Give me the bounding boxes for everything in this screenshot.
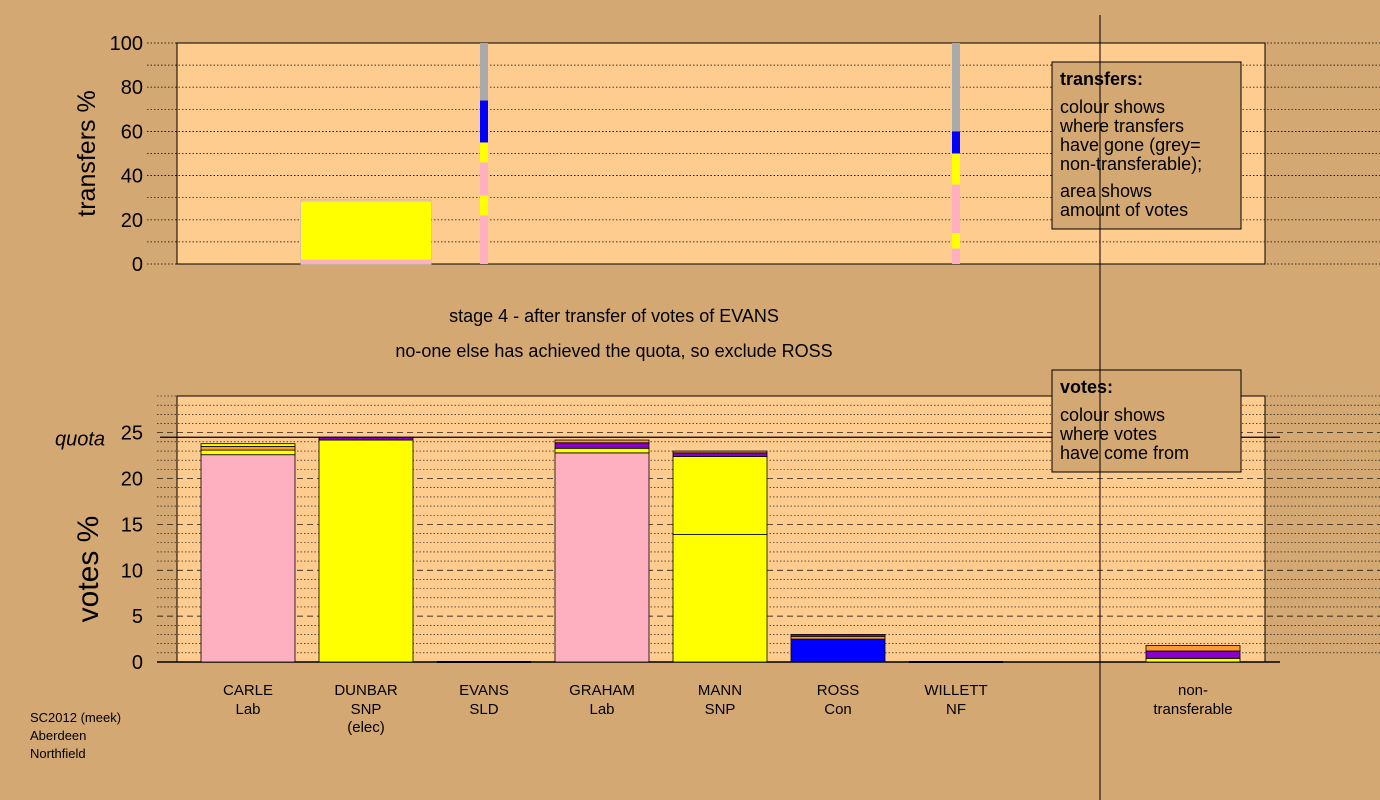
votes-legend-box: [1051, 369, 1242, 473]
votes-legend-line: have come from: [1060, 443, 1189, 463]
transfer-segment-lab: [952, 184, 960, 234]
votes-legend-line: where votes: [1059, 424, 1157, 444]
candidate-party-label: Lab: [235, 701, 260, 718]
transfers-tick-label: 100: [110, 33, 143, 55]
transfer-segment-nontransferable: [480, 43, 488, 101]
quota-label: quota: [55, 428, 105, 450]
transfer-segment-con: [952, 131, 960, 154]
votes-tick-label: 10: [121, 560, 143, 582]
vote-bar-graham-snp: [554, 447, 650, 454]
candidate-name-label: GRAHAM: [569, 682, 635, 699]
candidate-party-label: transferable: [1153, 701, 1232, 718]
footer-line-1: SC2012 (meek): [30, 710, 121, 725]
candidate-note-label: (elec): [347, 719, 385, 736]
candidate-name-label: EVANS: [459, 682, 509, 699]
transfer-segment-snp: [952, 153, 960, 185]
vote-bar-non-nf: [1145, 650, 1241, 659]
footer-line-3: Northfield: [30, 746, 86, 761]
votes-axis-label: votes %: [72, 516, 105, 623]
transfers-tick-label: 40: [121, 166, 143, 188]
transfer-segment-lab: [480, 162, 488, 196]
vote-bar-carle-sld: [200, 446, 296, 451]
transfer-segment-nontransferable: [952, 43, 960, 132]
votes-tick-label: 5: [132, 606, 143, 628]
candidate-party-label: SNP: [351, 701, 382, 718]
candidate-name-label: WILLETT: [924, 682, 987, 699]
vote-bar-mann-snp: [672, 534, 768, 663]
transfer-segment-con: [480, 100, 488, 143]
vote-bar-mann-nf: [672, 452, 768, 457]
transfer-segment-lab: [952, 248, 960, 264]
candidate-name-label: non-: [1178, 682, 1208, 699]
transfers-legend-line: where transfers: [1059, 116, 1184, 136]
transfers-tick-label: 0: [132, 254, 143, 276]
transfers-legend-line: colour shows: [1060, 97, 1165, 117]
transfer-segment-snp: [301, 202, 431, 260]
candidate-party-label: NF: [946, 701, 966, 718]
candidate-party-label: SNP: [705, 701, 736, 718]
vote-bar-mann-snp: [672, 456, 768, 535]
transfer-segment-snp: [952, 233, 960, 249]
candidate-name-label: DUNBAR: [334, 682, 398, 699]
vote-bar-carle-snp: [200, 443, 296, 447]
transfers-tick-label: 60: [121, 121, 143, 143]
vote-bar-graham-nf: [554, 442, 650, 449]
vote-bar-dunbar-snp: [318, 439, 414, 663]
vote-bar-ross-nf: [790, 634, 886, 637]
footer-line-2: Aberdeen: [30, 728, 86, 743]
transfers-legend-line: area shows: [1060, 181, 1152, 201]
votes-tick-label: 20: [121, 469, 143, 491]
vote-bar-dunbar-nf: [318, 436, 414, 441]
vote-bar-non-sld: [1145, 645, 1241, 652]
vote-bar-carle-lab: [200, 454, 296, 663]
votes-tick-label: 25: [121, 423, 143, 445]
candidate-name-label: MANN: [698, 682, 742, 699]
stage-title: stage 4 - after transfer of votes of EVA…: [449, 306, 779, 326]
transfers-legend-line: have gone (grey=: [1060, 135, 1201, 155]
vote-bar-mann-sld: [672, 450, 768, 454]
candidate-name-label: ROSS: [817, 682, 860, 699]
candidate-party-label: Con: [824, 701, 852, 718]
candidate-party-label: SLD: [469, 701, 498, 718]
transfers-legend-line: amount of votes: [1060, 200, 1188, 220]
transfer-segment-snp: [480, 142, 488, 163]
vote-bar-ross-sld: [790, 635, 886, 640]
votes-tick-label: 0: [132, 652, 143, 674]
vote-bar-ross-con: [790, 638, 886, 663]
transfers-legend-line: non-transferable);: [1060, 154, 1202, 174]
vote-bar-graham-lab: [554, 452, 650, 663]
transfers-axis-label: transfers %: [73, 90, 101, 216]
transfer-segment-snp: [480, 195, 488, 216]
transfers-tick-label: 20: [121, 210, 143, 232]
stage-subtitle: no-one else has achieved the quota, so e…: [395, 341, 832, 361]
transfers-legend-title: transfers:: [1060, 69, 1143, 89]
votes-legend-line: colour shows: [1060, 405, 1165, 425]
transfer-segment-lab: [301, 259, 431, 264]
vote-bar-carle-snp: [200, 449, 296, 456]
candidate-name-label: CARLE: [223, 682, 273, 699]
candidate-party-label: Lab: [589, 701, 614, 718]
votes-tick-label: 15: [121, 514, 143, 536]
vote-bar-graham-sld: [554, 439, 650, 444]
transfer-segment-lab: [480, 215, 488, 264]
votes-legend-title: votes:: [1060, 377, 1113, 397]
vote-bar-non-snp: [1145, 657, 1241, 663]
transfers-legend-box: [1051, 61, 1242, 230]
transfers-tick-label: 80: [121, 77, 143, 99]
